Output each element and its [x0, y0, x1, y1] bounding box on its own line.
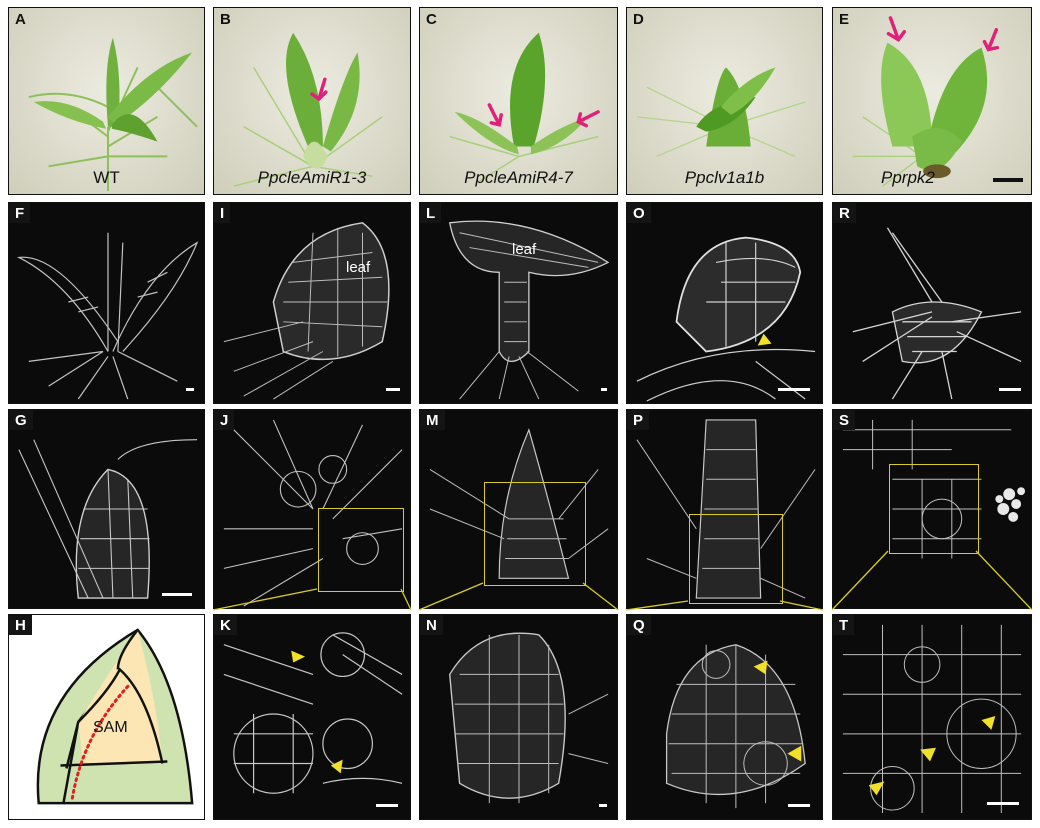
confocal-image: [429, 428, 609, 579]
scale-bar: [186, 388, 194, 391]
panel-letter: T: [833, 615, 855, 635]
panel-r: R: [832, 202, 1032, 404]
panel-p: P: [626, 409, 823, 609]
genotype-caption: PpcleAmiR4-7: [464, 168, 573, 187]
confocal-image: [223, 632, 403, 794]
confocal-image: [16, 232, 199, 400]
scale-bar: [601, 388, 607, 391]
panel-letter: F: [9, 203, 31, 223]
confocal-image: [223, 222, 390, 400]
moss-mutant-photo: [233, 32, 383, 187]
scale-bar: [987, 802, 1019, 805]
panel-letter: R: [833, 203, 856, 223]
panel-letter: I: [214, 203, 231, 223]
panel-b: B PpcleAmiR1-3: [213, 7, 411, 195]
panel-letter: S: [833, 410, 856, 430]
scale-bar: [386, 388, 400, 391]
scale-bar: [788, 804, 810, 807]
panel-h: H SAM: [8, 614, 205, 820]
panel-l: L leaf: [419, 202, 618, 404]
zoom-region-box: [484, 482, 586, 586]
panel-letter: N: [420, 615, 443, 635]
panel-n: N: [419, 614, 618, 820]
panel-q: Q: [626, 614, 823, 820]
zoom-region-box: [889, 464, 979, 554]
moss-mutant-photo: [852, 16, 1000, 187]
panel-c: C PpcleAmiR4-7: [419, 7, 618, 195]
sam-diagram: [36, 628, 194, 805]
leaf-label: leaf: [346, 259, 371, 276]
panel-d: D Ppclv1a1b: [626, 7, 823, 195]
scale-bar: [599, 804, 607, 807]
moss-mutant-photo: [636, 67, 806, 157]
panel-letter: O: [627, 203, 651, 223]
confocal-image: [852, 227, 1022, 400]
panel-letter: B: [220, 11, 231, 28]
panel-letter: K: [214, 615, 237, 635]
panel-letter: C: [426, 11, 437, 28]
panel-letter: P: [627, 410, 650, 430]
scale-bar: [778, 388, 810, 391]
zoom-region-box: [689, 514, 783, 604]
genotype-caption: Pprpk2: [881, 168, 935, 187]
moss-mutant-photo: [449, 32, 600, 182]
scale-bar: [993, 178, 1023, 182]
panel-letter: M: [420, 410, 445, 430]
confocal-image: [665, 644, 806, 809]
confocal-image: [448, 632, 609, 804]
wt-moss-photo: [28, 37, 198, 192]
panel-letter: L: [420, 203, 442, 223]
scale-bar: [999, 388, 1021, 391]
panel-letter: D: [633, 11, 644, 28]
panel-m: M: [419, 409, 618, 609]
confocal-image: [842, 624, 1022, 814]
sam-label: SAM: [93, 719, 128, 736]
panel-letter: H: [9, 615, 32, 635]
confocal-image: [636, 236, 816, 402]
panel-a: A WT: [8, 7, 205, 195]
genotype-caption: WT: [93, 168, 120, 187]
panel-letter: Q: [627, 615, 651, 635]
panel-o: O: [626, 202, 823, 404]
panel-g: G: [8, 409, 205, 609]
panel-letter: E: [839, 11, 850, 28]
confocal-image: [18, 439, 198, 599]
panel-t: T: [832, 614, 1032, 820]
scale-bar: [162, 593, 192, 596]
confocal-image: [842, 419, 1026, 559]
panel-letter: J: [214, 410, 235, 430]
confocal-image: [223, 419, 403, 607]
leaf-label: leaf: [512, 241, 537, 258]
panel-k: K: [213, 614, 411, 820]
genotype-caption: Ppclv1a1b: [684, 168, 765, 187]
panel-i: I leaf: [213, 202, 411, 404]
panel-e: E Pprpk2: [832, 7, 1032, 195]
genotype-caption: PpcleAmiR1-3: [257, 168, 367, 187]
zoom-region-box: [318, 508, 404, 592]
panel-j: J: [213, 409, 411, 609]
panel-letter: G: [9, 410, 33, 430]
panel-s: S: [832, 409, 1032, 609]
panel-f: F: [8, 202, 205, 404]
confocal-image: [448, 220, 610, 400]
panel-letter: A: [15, 11, 26, 28]
scale-bar: [376, 804, 398, 807]
